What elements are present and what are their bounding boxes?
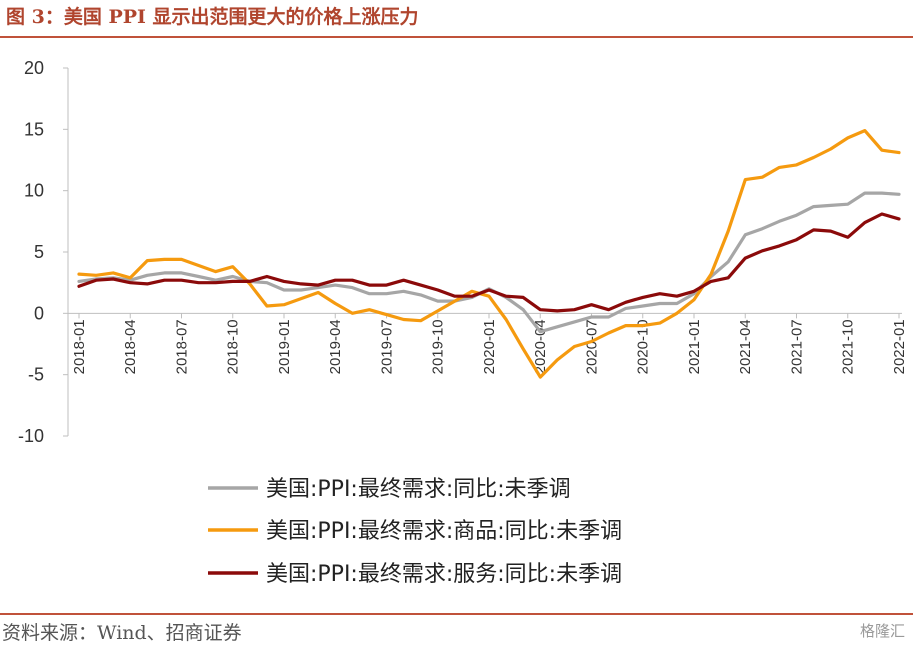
source-rule — [0, 613, 913, 615]
title-rule — [0, 36, 913, 38]
x-tick-label: 2019-04 — [327, 319, 344, 374]
x-tick-label: 2021-04 — [737, 319, 754, 374]
x-tick-label: 2019-10 — [430, 319, 447, 374]
series-line-1 — [77, 191, 901, 334]
x-tick-label: 2020-01 — [481, 319, 498, 374]
source-note: 资料来源：Wind、招商证券 — [2, 622, 242, 644]
x-tick-label: 2020-10 — [635, 319, 652, 374]
x-tick-label: 2018-01 — [71, 319, 88, 374]
chart-legend: 美国:PPI:最终需求:同比:未季调美国:PPI:最终需求:商品:同比:未季调美… — [208, 477, 622, 587]
x-tick-label: 2021-01 — [686, 319, 703, 374]
legend-label-3: 美国:PPI:最终需求:服务:同比:未季调 — [266, 562, 622, 587]
y-tick-label: -5 — [28, 365, 44, 385]
watermark-logo: 格隆汇 — [859, 622, 905, 640]
chart-series — [77, 128, 901, 379]
x-tick-label: 2019-01 — [276, 319, 293, 374]
x-tick-label: 2022-01 — [891, 319, 908, 374]
y-tick-label: -10 — [18, 426, 44, 446]
legend-label-2: 美国:PPI:最终需求:商品:同比:未季调 — [266, 519, 622, 544]
line-chart: -10 -5 0 5 10 15 20 2018-01 2018-04 2018-07 2018-1… — [18, 58, 908, 587]
legend-label-1: 美国:PPI:最终需求:同比:未季调 — [266, 477, 571, 502]
chart-axes: -10 -5 0 5 10 15 20 2018-01 2018-04 2018-07 2018-1… — [18, 58, 908, 446]
figure-title: 图 3：美国 PPI 显示出范围更大的价格上涨压力 — [6, 6, 419, 28]
x-tick-label: 2021-10 — [840, 319, 857, 374]
y-tick-label: 20 — [24, 58, 44, 78]
y-tick-label: 10 — [24, 181, 44, 201]
y-tick-label: 15 — [24, 119, 44, 139]
x-tick-label: 2018-04 — [122, 319, 139, 374]
y-tick-label: 0 — [34, 303, 44, 323]
x-tick-label: 2019-07 — [379, 319, 396, 374]
series-line-3 — [77, 212, 901, 313]
series-line-2 — [77, 128, 901, 379]
x-tick-label: 2021-07 — [789, 319, 806, 374]
x-tick-label: 2018-10 — [225, 319, 242, 374]
x-tick-label: 2020-07 — [584, 319, 601, 374]
x-tick-label: 2020-04 — [532, 319, 549, 374]
y-tick-label: 5 — [34, 242, 44, 262]
x-tick-label: 2018-07 — [174, 319, 191, 374]
